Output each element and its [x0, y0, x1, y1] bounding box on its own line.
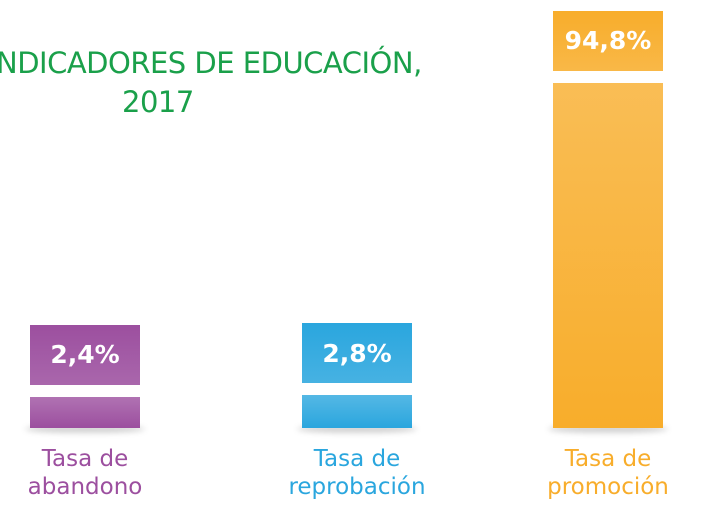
x-tick-label: Tasa de abandono [27, 446, 143, 500]
x-tick-label: Tasa de promoción [547, 446, 669, 500]
bar [553, 82, 663, 428]
value-label: 2,8% [302, 323, 412, 384]
bar [30, 396, 140, 428]
chart-title: NDICADORES DE EDUCACIÓN, [0, 46, 422, 80]
value-label: 2,4% [30, 324, 140, 385]
x-tick-label: Tasa de reprobación [288, 446, 426, 500]
bar-shadow [25, 425, 145, 433]
bar-shadow [297, 425, 417, 433]
bar [302, 395, 412, 428]
value-label: 94,8% [553, 10, 663, 71]
chart-title: 2017 [122, 85, 194, 119]
bar-shadow [548, 425, 668, 433]
